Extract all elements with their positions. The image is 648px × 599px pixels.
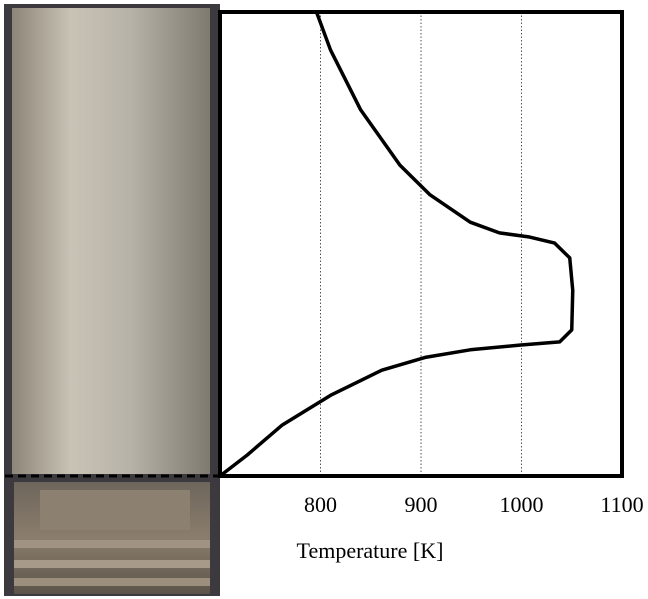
x-tick-label: 1000 [500, 492, 544, 517]
x-tick-label: 800 [304, 492, 337, 517]
x-tick-label: 1100 [600, 492, 643, 517]
temperature-curve [218, 11, 575, 478]
blade-photo [4, 4, 220, 596]
x-axis-label: Temperature [K] [297, 538, 444, 563]
x-tick-label: 900 [405, 492, 438, 517]
plot-frame [218, 10, 624, 478]
